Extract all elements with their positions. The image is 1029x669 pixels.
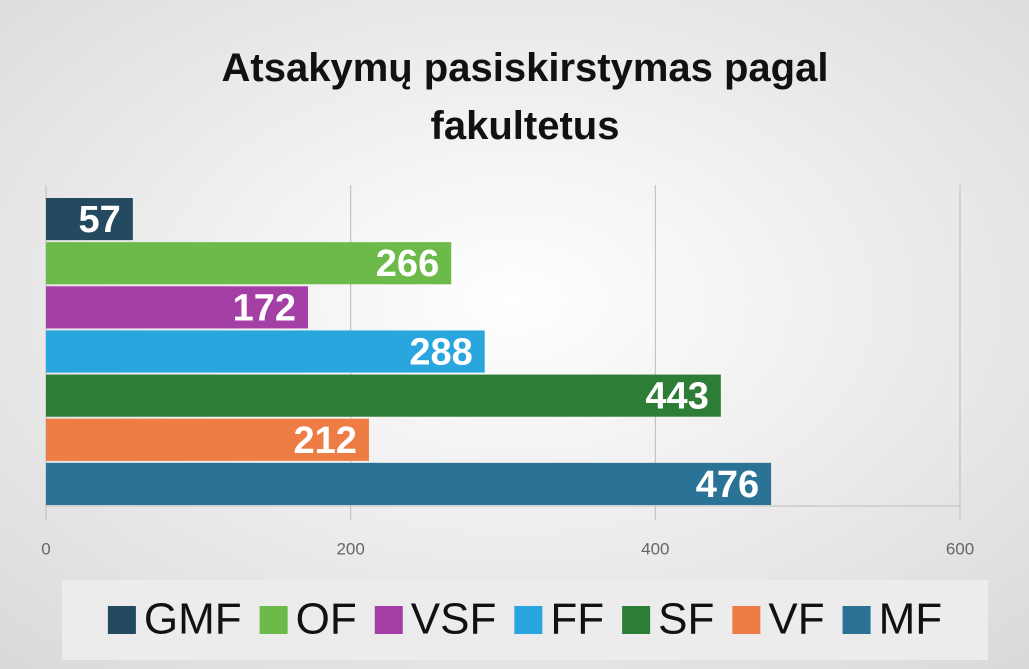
x-tick-label: 400	[641, 539, 669, 558]
chart-title: Atsakymų pasiskirstymas pagal fakultetus	[222, 46, 829, 148]
bar	[46, 242, 452, 285]
legend-swatch	[622, 606, 651, 634]
legend-swatch	[842, 606, 871, 634]
bar	[46, 286, 309, 329]
legend-swatch	[514, 606, 543, 634]
data-label: 476	[696, 464, 759, 506]
data-label: 288	[409, 332, 472, 374]
bar	[46, 418, 369, 461]
data-label: 172	[233, 287, 296, 329]
legend-label: VSF	[411, 595, 497, 644]
bar	[46, 198, 133, 241]
legend-swatch	[374, 606, 403, 634]
legend-label: SF	[658, 595, 714, 644]
data-label: 57	[79, 199, 121, 241]
x-tick-label: 200	[336, 539, 364, 558]
data-label: 443	[645, 376, 708, 418]
bar	[46, 374, 721, 417]
legend-label: GMF	[144, 595, 242, 644]
data-label: 266	[376, 243, 439, 285]
legend-swatch	[732, 606, 761, 634]
bar	[46, 330, 485, 373]
x-tick-label: 600	[946, 539, 974, 558]
x-tick-label: 0	[41, 539, 50, 558]
legend-label: FF	[550, 595, 604, 644]
legend-swatch	[107, 606, 136, 634]
legend-label: VF	[768, 595, 824, 644]
bar	[46, 462, 772, 505]
legend-label: MF	[879, 595, 943, 644]
data-label: 212	[294, 420, 357, 462]
legend-swatch	[259, 606, 288, 634]
legend-label: OF	[296, 595, 357, 644]
